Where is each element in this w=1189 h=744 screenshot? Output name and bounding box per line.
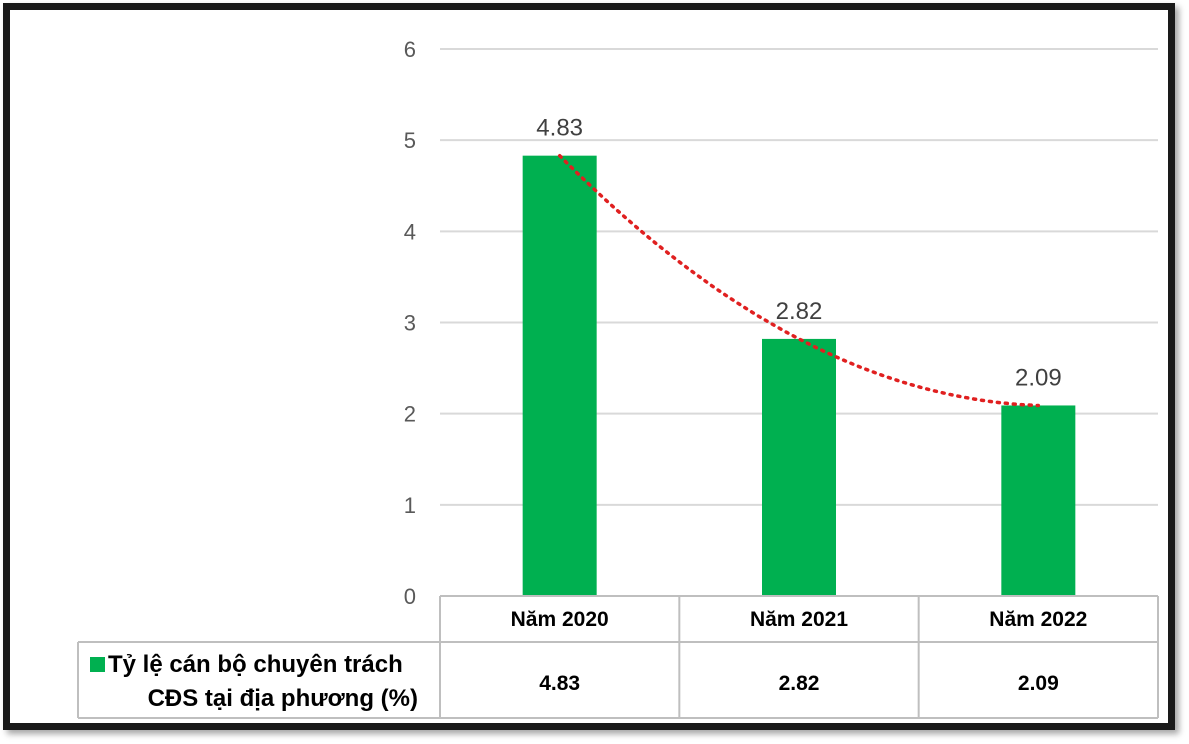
data-labels: 4.83 2.82 2.09	[536, 115, 1061, 392]
y-axis-ticks: 0 1 2 3 4 5 6	[404, 37, 416, 609]
data-label: 2.09	[1015, 364, 1062, 391]
category-label: Năm 2020	[511, 608, 609, 631]
y-tick-label: 2	[404, 402, 416, 427]
bar	[522, 155, 597, 597]
y-tick-label: 0	[404, 584, 416, 609]
data-label: 2.82	[776, 298, 823, 325]
legend-key	[90, 657, 105, 672]
bars	[522, 155, 1076, 597]
legend-label-line2: CĐS tại địa phương (%)	[148, 685, 418, 712]
table-value: 2.82	[779, 672, 820, 695]
category-label: Năm 2021	[750, 608, 848, 631]
trendline	[557, 153, 1041, 408]
bar	[762, 338, 836, 596]
data-table: Năm 2020 Năm 2021 Năm 2022 4.83 2.82 2.09 Tỷ l…	[77, 595, 1159, 719]
y-tick-label: 3	[404, 311, 416, 336]
category-label: Năm 2022	[989, 608, 1087, 631]
y-tick-label: 6	[404, 37, 416, 62]
table-value: 4.83	[539, 672, 580, 695]
y-tick-label: 4	[404, 219, 416, 244]
table-value: 2.09	[1018, 672, 1059, 695]
y-tick-label: 5	[404, 128, 416, 153]
data-label: 4.83	[536, 115, 583, 142]
trendline-path	[557, 153, 1041, 408]
legend-label-line1: Tỷ lệ cán bộ chuyên trách	[108, 651, 403, 678]
bar	[1001, 405, 1076, 596]
y-tick-label: 1	[404, 493, 416, 518]
